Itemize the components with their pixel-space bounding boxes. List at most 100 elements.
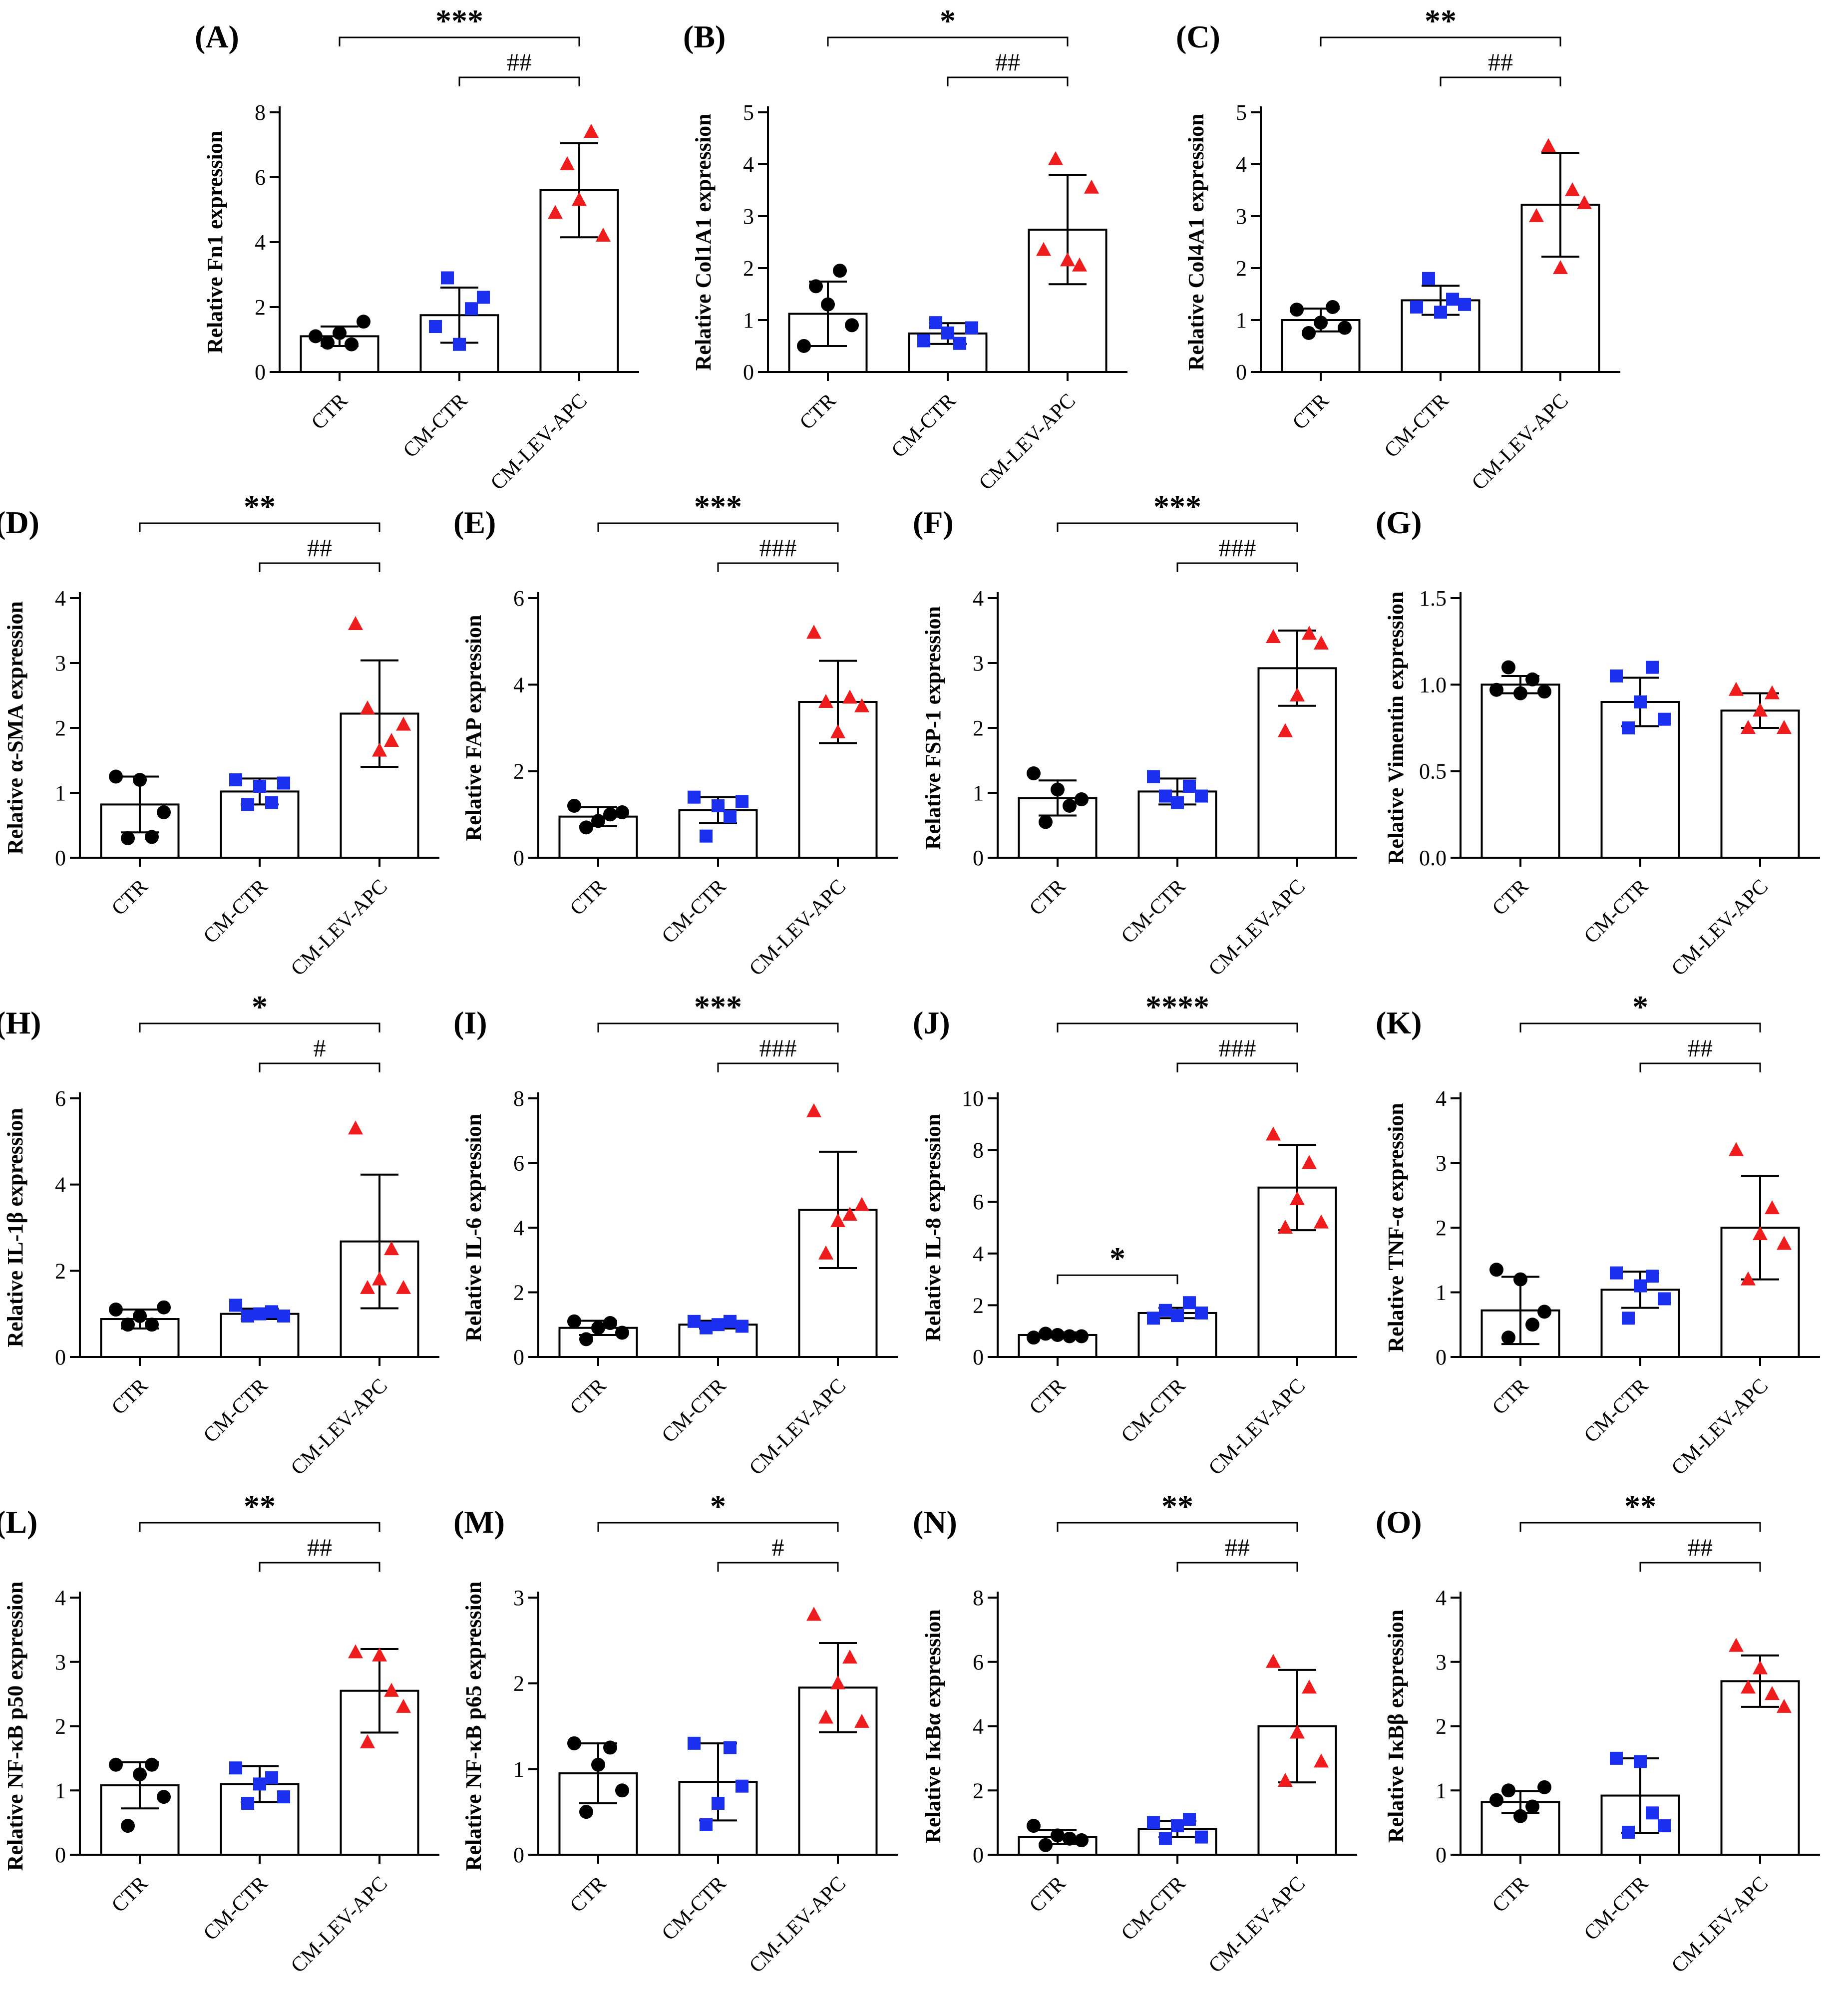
y-tick-label: 2 [973,1778,984,1803]
y-axis-label: Relative Col1A1 expression [691,114,716,371]
data-point [567,1314,581,1329]
y-tick-label: 1.0 [1419,672,1447,697]
y-tick-label: 8 [973,1586,984,1610]
y-tick-label: 0.0 [1419,846,1447,870]
data-point [941,327,954,339]
data-point [1741,720,1756,734]
y-tick-label: 2 [55,1714,66,1739]
data-point [1326,300,1340,314]
data-point [1753,1660,1768,1674]
significance-label: **** [1145,989,1209,1024]
significance-label: # [314,1034,326,1062]
significance-label: * [1632,989,1648,1024]
data-point [821,297,835,312]
data-point [1075,1833,1089,1848]
data-point [1290,1191,1305,1206]
data-point [1027,766,1041,780]
y-tick-label: 0 [55,1345,66,1369]
y-tick-label: 3 [55,651,66,675]
significance-label: ### [1219,1034,1256,1062]
x-tick-label: CM-CTR [1580,875,1653,948]
bar [1600,701,1680,859]
x-tick-label: CTR [566,1872,611,1917]
data-point [372,1271,387,1286]
significance-bracket [1519,1022,1761,1032]
data-point [842,689,857,704]
x-tick-label: CM-CTR [1580,1872,1653,1945]
y-tick-label: 8 [255,100,266,125]
data-point [1458,298,1471,311]
data-point [309,329,323,343]
x-tick-label: CM-LEV-APC [745,875,850,981]
data-point [1314,316,1328,330]
x-tick-label: CM-LEV-APC [287,1872,392,1978]
y-tick-label: 6 [973,1650,984,1674]
data-point [1753,1226,1768,1240]
data-point [603,1316,617,1331]
data-point [1541,138,1556,152]
x-tick-label: CM-CTR [199,1872,272,1945]
data-point [321,335,335,350]
data-point [1075,792,1089,806]
data-point [265,1771,278,1784]
data-point [1039,1838,1053,1852]
x-tick-label: CM-CTR [199,1374,272,1447]
data-point [1266,1654,1281,1668]
y-tick-label: 0 [1236,360,1247,384]
data-point [145,830,159,844]
y-tick-label: 1 [55,1778,66,1803]
data-point [477,291,490,304]
y-tick-label: 2 [1436,1714,1447,1739]
y-tick-label: 4 [973,1242,984,1266]
data-point [229,773,242,786]
y-tick-label: 4 [1436,1586,1447,1610]
data-point [465,302,478,316]
x-tick-label: CM-CTR [658,875,731,948]
data-point [1434,306,1447,319]
data-point [229,1299,242,1312]
x-tick-label: CTR [107,1374,152,1419]
data-point [688,1736,701,1750]
y-axis-label: Relative IL-1β expression [3,1108,27,1347]
x-tick-label: CM-LEV-APC [1468,389,1573,495]
data-point [1195,1306,1208,1320]
y-tick-label: 1 [1436,1778,1447,1803]
x-tick-label: CM-CTR [1117,875,1190,948]
y-tick-label: 4 [513,672,524,697]
data-point [121,1318,135,1332]
y-axis-label: Relative Vimentin expression [1384,592,1408,865]
x-tick-label: CM-LEV-APC [745,1374,850,1480]
data-point [830,1675,845,1689]
data-point [1777,1698,1792,1713]
data-point [265,796,278,809]
significance-label: # [772,1533,784,1561]
data-point [133,773,147,787]
y-tick-label: 0 [513,1345,524,1369]
chart-panel-h: (H) 0 2 4 6 Relative IL-1β expression CTR CM-CT… [0,989,439,1480]
data-point [1266,629,1281,643]
chart-panel-m: (M) 0 1 2 3 Relative NF-κB p65 expression CTR C… [453,1488,898,1978]
significance-bracket [717,562,839,572]
data-point [1072,257,1087,272]
y-tick-label: 0 [1436,1345,1447,1369]
data-point [1513,686,1527,700]
significance-label: ** [1624,1488,1656,1524]
data-point [1302,326,1316,340]
y-tick-label: 5 [1236,100,1247,125]
data-point [1302,626,1317,640]
significance-bracket [1057,522,1298,532]
data-point [1060,252,1075,267]
data-point [1501,660,1515,674]
data-point [1302,1679,1317,1694]
data-point [1278,1220,1293,1234]
y-tick-label: 1 [513,1757,524,1781]
data-point [736,795,748,808]
x-tick-label: CM-CTR [199,875,272,948]
data-point [1765,1686,1780,1700]
data-point [1171,796,1184,809]
significance-label: * [710,1488,726,1524]
panel-label: (N) [913,1504,957,1540]
y-tick-label: 1 [1236,308,1247,333]
data-point [109,769,123,784]
significance-label: ### [759,1034,797,1062]
